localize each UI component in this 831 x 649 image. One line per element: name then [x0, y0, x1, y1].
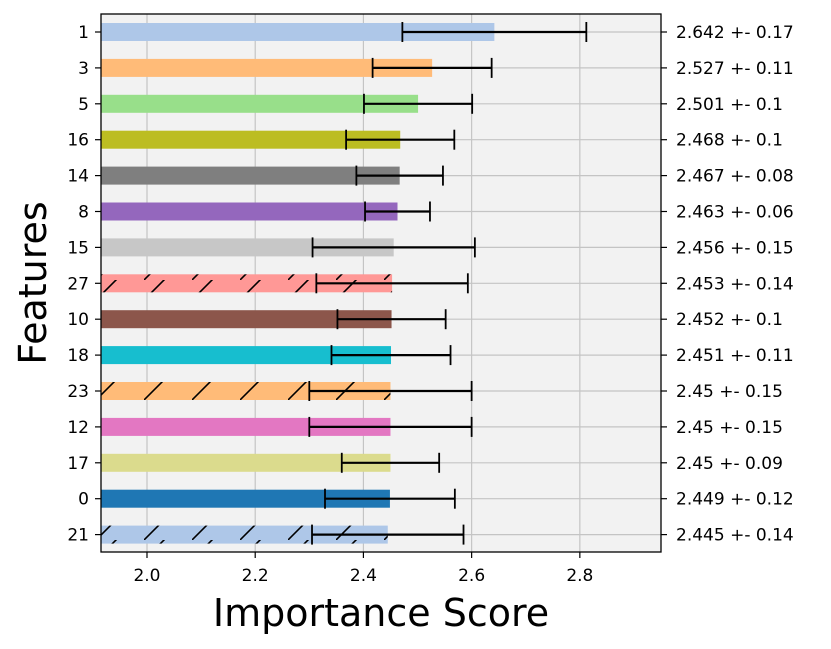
y-tick-label: 17	[67, 454, 89, 474]
y-tick-label: 0	[78, 490, 89, 510]
bar-feature-14	[101, 166, 400, 185]
y-tick-label: 18	[67, 346, 89, 366]
y-tick-label: 1	[78, 23, 89, 43]
bar-feature-18	[101, 346, 392, 365]
x-tick-label: 2.2	[242, 566, 269, 586]
x-tick-label: 2.0	[133, 566, 160, 586]
bar-feature-10	[101, 310, 392, 329]
value-annotation: 2.453 +- 0.14	[676, 274, 794, 294]
y-tick-label: 23	[67, 382, 89, 402]
value-annotation: 2.467 +- 0.08	[676, 167, 794, 187]
bar-feature-15	[101, 238, 394, 257]
y-tick-label: 14	[67, 167, 89, 187]
bar-hatch-feature-21	[101, 525, 388, 544]
bar-feature-0	[101, 489, 390, 508]
bar-feature-17	[101, 453, 391, 472]
value-annotation: 2.451 +- 0.11	[676, 346, 794, 366]
value-annotation: 2.449 +- 0.12	[676, 490, 794, 510]
value-annotation: 2.463 +- 0.06	[676, 203, 794, 223]
bar-feature-12	[101, 417, 391, 436]
value-annotation: 2.642 +- 0.17	[676, 23, 794, 43]
x-tick-labels: 2.0 2.2 2.4 2.6 2.8	[133, 552, 593, 586]
y-tick-label: 16	[67, 131, 89, 151]
y-tick-label: 21	[67, 526, 89, 546]
y-tick-label: 5	[78, 95, 89, 115]
error-bars	[308, 22, 588, 545]
value-annotation: 2.501 +- 0.1	[676, 95, 783, 115]
y-tick-label: 3	[78, 59, 89, 79]
value-annotations: 2.642 +- 0.17 2.527 +- 0.11 2.501 +- 0.1 2.…	[661, 23, 794, 546]
y-axis-label: Features	[11, 201, 55, 364]
bar-feature-16	[101, 130, 401, 149]
value-annotation: 2.45 +- 0.15	[676, 418, 783, 438]
value-annotation: 2.452 +- 0.1	[676, 310, 783, 330]
value-annotation: 2.527 +- 0.11	[676, 59, 794, 79]
x-axis-label: Importance Score	[213, 591, 549, 635]
bar-feature-1	[101, 23, 495, 41]
y-tick-label: 12	[67, 418, 89, 438]
x-tick-label: 2.4	[350, 566, 377, 586]
x-tick-label: 2.6	[458, 566, 485, 586]
value-annotation: 2.456 +- 0.15	[676, 238, 794, 258]
value-annotation: 2.468 +- 0.1	[676, 131, 783, 151]
y-tick-label: 8	[78, 203, 89, 223]
value-annotation: 2.45 +- 0.09	[676, 454, 783, 474]
bar-feature-8	[101, 202, 398, 221]
bar-hatch-feature-27	[101, 274, 393, 293]
y-tick-label: 10	[67, 310, 89, 330]
y-tick-labels: 1 3 5 16 14 8 15 27 10 18 23 12 17 0 21	[67, 23, 101, 546]
x-tick-label: 2.8	[566, 566, 593, 586]
value-annotation: 2.445 +- 0.14	[676, 526, 794, 546]
value-annotation: 2.45 +- 0.15	[676, 382, 783, 402]
bar-hatch-feature-23	[101, 382, 391, 400]
bars	[101, 23, 495, 544]
y-tick-label: 27	[67, 274, 89, 294]
bar-feature-3	[101, 58, 433, 77]
y-tick-label: 15	[67, 238, 89, 258]
bar-feature-5	[101, 94, 419, 113]
